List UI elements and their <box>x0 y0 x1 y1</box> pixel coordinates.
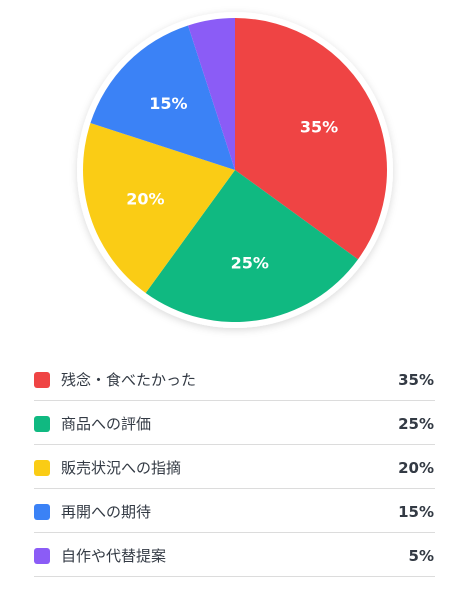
pie-chart: 35% 25% 20% 15% <box>77 12 393 328</box>
legend-label: 再開への期待 <box>61 503 152 521</box>
legend-value: 35% <box>398 370 434 389</box>
legend-item: 再開への期待 15% <box>34 491 435 533</box>
legend-value: 25% <box>398 414 434 433</box>
legend-item: 残念・食べたかった 35% <box>34 359 435 401</box>
slice-jisaku-daitai <box>188 18 235 170</box>
pie-chart-svg: 35% 25% 20% 15% <box>77 12 393 328</box>
pie-slices <box>83 18 387 322</box>
legend-item: 自作や代替提案 5% <box>34 535 435 577</box>
legend: 残念・食べたかった 35% 商品への評価 25% 販売状況への指摘 20% 再開… <box>34 359 435 579</box>
slice-percent-label: 35% <box>300 118 338 137</box>
legend-swatch <box>34 459 50 476</box>
slice-shohin-hyoka <box>145 170 358 322</box>
legend-label: 商品への評価 <box>61 415 152 433</box>
legend-swatch <box>34 503 50 520</box>
slice-hanbai-shiteki <box>83 123 236 293</box>
legend-label: 残念・食べたかった <box>61 371 197 389</box>
legend-value: 20% <box>398 458 434 477</box>
slice-saikai-kitai <box>90 25 235 171</box>
slice-zannen <box>235 18 387 260</box>
legend-label: 販売状況への指摘 <box>61 459 182 477</box>
legend-item: 販売状況への指摘 20% <box>34 447 435 489</box>
slice-percent-label: 20% <box>126 190 164 209</box>
pie-slice-labels: 35% 25% 20% 15% <box>126 94 338 273</box>
slice-percent-label: 15% <box>149 94 187 113</box>
legend-item: 商品への評価 25% <box>34 403 435 445</box>
slice-percent-label: 25% <box>231 254 269 273</box>
legend-value: 15% <box>398 502 434 521</box>
legend-swatch <box>34 547 50 564</box>
legend-swatch <box>34 371 50 388</box>
legend-value: 5% <box>408 546 434 565</box>
legend-label: 自作や代替提案 <box>61 547 167 565</box>
legend-swatch <box>34 415 50 432</box>
